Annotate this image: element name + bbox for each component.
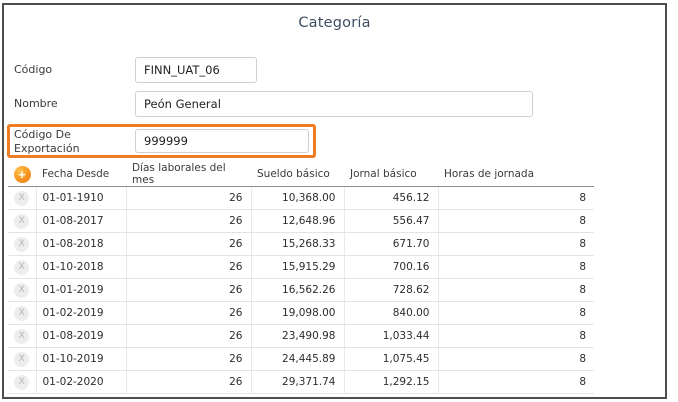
cell-jornal-basico: 840.00 xyxy=(344,301,439,325)
cell-dias-laborales: 26 xyxy=(126,370,252,394)
add-row-button[interactable]: + xyxy=(13,165,31,183)
delete-icon: X xyxy=(18,376,25,387)
cell-horas-jornada: 8 xyxy=(438,324,594,348)
cell-sueldo-basico: 24,445.89 xyxy=(251,347,345,371)
cell-horas-jornada: 8 xyxy=(438,301,594,325)
table-row: X 01-10-2019 26 24,445.89 1,075.45 8 xyxy=(8,347,594,371)
cell-dias-laborales: 26 xyxy=(126,209,252,233)
delete-icon: X xyxy=(18,284,25,295)
delete-row-button[interactable]: X xyxy=(14,282,30,298)
delete-icon: X xyxy=(18,238,25,249)
cell-horas-jornada: 8 xyxy=(438,232,594,256)
delete-icon: X xyxy=(18,307,25,318)
delete-row-button[interactable]: X xyxy=(14,305,30,321)
table-row: X 01-10-2018 26 15,915.29 700.16 8 xyxy=(8,255,594,279)
table-row: X 01-01-1910 26 10,368.00 456.12 8 xyxy=(8,186,594,210)
cell-jornal-basico: 671.70 xyxy=(344,232,439,256)
cell-horas-jornada: 8 xyxy=(438,347,594,371)
cell-sueldo-basico: 23,490.98 xyxy=(251,324,345,348)
delete-icon: X xyxy=(18,192,25,203)
cell-fecha-desde: 01-08-2019 xyxy=(36,324,127,348)
delete-row-button[interactable]: X xyxy=(14,213,30,229)
rates-table-header: + Fecha Desde Días laborales del mes Sue… xyxy=(8,162,594,187)
table-row: X 01-08-2017 26 12,648.96 556.47 8 xyxy=(8,209,594,233)
column-header-jornal-basico: Jornal básico xyxy=(344,162,438,187)
cell-dias-laborales: 26 xyxy=(126,347,252,371)
rates-table: + Fecha Desde Días laborales del mes Sue… xyxy=(8,162,594,394)
delete-icon: X xyxy=(18,261,25,272)
delete-icon: X xyxy=(18,353,25,364)
cell-dias-laborales: 26 xyxy=(126,186,252,210)
cell-jornal-basico: 1,033.44 xyxy=(344,324,439,348)
cell-horas-jornada: 8 xyxy=(438,209,594,233)
table-row: X 01-08-2018 26 15,268.33 671.70 8 xyxy=(8,232,594,256)
cell-dias-laborales: 26 xyxy=(126,232,252,256)
cell-jornal-basico: 556.47 xyxy=(344,209,439,233)
delete-row-button[interactable]: X xyxy=(14,328,30,344)
codigo-input[interactable] xyxy=(135,57,257,83)
delete-row-button[interactable]: X xyxy=(14,351,30,367)
cell-horas-jornada: 8 xyxy=(438,370,594,394)
cell-fecha-desde: 01-02-2020 xyxy=(36,370,127,394)
rates-table-body: X 01-01-1910 26 10,368.00 456.12 8 X 01-… xyxy=(8,186,594,394)
delete-icon: X xyxy=(18,330,25,341)
codigo-label: Código xyxy=(14,63,53,76)
cell-sueldo-basico: 12,648.96 xyxy=(251,209,345,233)
codigo-exportacion-input[interactable] xyxy=(135,129,309,153)
cell-horas-jornada: 8 xyxy=(438,255,594,279)
codigo-exportacion-label: Código De Exportación xyxy=(14,128,80,155)
cell-jornal-basico: 1,075.45 xyxy=(344,347,439,371)
table-row: X 01-02-2019 26 19,098.00 840.00 8 xyxy=(8,301,594,325)
column-header-sueldo-basico: Sueldo básico xyxy=(251,162,344,187)
delete-row-button[interactable]: X xyxy=(14,374,30,390)
column-header-fecha-desde: Fecha Desde xyxy=(36,162,126,187)
table-row: X 01-02-2020 26 29,371.74 1,292.15 8 xyxy=(8,370,594,394)
cell-sueldo-basico: 15,915.29 xyxy=(251,255,345,279)
cell-horas-jornada: 8 xyxy=(438,278,594,302)
cell-dias-laborales: 26 xyxy=(126,255,252,279)
plus-icon: + xyxy=(18,166,26,182)
nombre-label: Nombre xyxy=(14,97,58,110)
cell-jornal-basico: 700.16 xyxy=(344,255,439,279)
cell-dias-laborales: 26 xyxy=(126,278,252,302)
cell-sueldo-basico: 10,368.00 xyxy=(251,186,345,210)
cell-sueldo-basico: 15,268.33 xyxy=(251,232,345,256)
cell-sueldo-basico: 29,371.74 xyxy=(251,370,345,394)
categoria-dialog: Categoría Código Nombre Código De Export… xyxy=(2,3,667,399)
column-header-dias-laborales: Días laborales del mes xyxy=(126,162,251,187)
nombre-input[interactable] xyxy=(135,91,533,117)
cell-sueldo-basico: 19,098.00 xyxy=(251,301,345,325)
cell-fecha-desde: 01-01-2019 xyxy=(36,278,127,302)
delete-icon: X xyxy=(18,215,25,226)
table-row: X 01-01-2019 26 16,562.26 728.62 8 xyxy=(8,278,594,302)
cell-fecha-desde: 01-10-2018 xyxy=(36,255,127,279)
column-header-horas-jornada: Horas de jornada xyxy=(438,162,594,187)
table-row: X 01-08-2019 26 23,490.98 1,033.44 8 xyxy=(8,324,594,348)
cell-fecha-desde: 01-08-2017 xyxy=(36,209,127,233)
cell-dias-laborales: 26 xyxy=(126,301,252,325)
cell-sueldo-basico: 16,562.26 xyxy=(251,278,345,302)
delete-row-button[interactable]: X xyxy=(14,236,30,252)
cell-jornal-basico: 728.62 xyxy=(344,278,439,302)
page-title: Categoría xyxy=(298,15,371,31)
delete-row-button[interactable]: X xyxy=(14,259,30,275)
cell-fecha-desde: 01-02-2019 xyxy=(36,301,127,325)
cell-jornal-basico: 1,292.15 xyxy=(344,370,439,394)
cell-horas-jornada: 8 xyxy=(438,186,594,210)
cell-fecha-desde: 01-08-2018 xyxy=(36,232,127,256)
delete-row-button[interactable]: X xyxy=(14,190,30,206)
cell-fecha-desde: 01-01-1910 xyxy=(36,186,127,210)
cell-dias-laborales: 26 xyxy=(126,324,252,348)
cell-jornal-basico: 456.12 xyxy=(344,186,439,210)
cell-fecha-desde: 01-10-2019 xyxy=(36,347,127,371)
